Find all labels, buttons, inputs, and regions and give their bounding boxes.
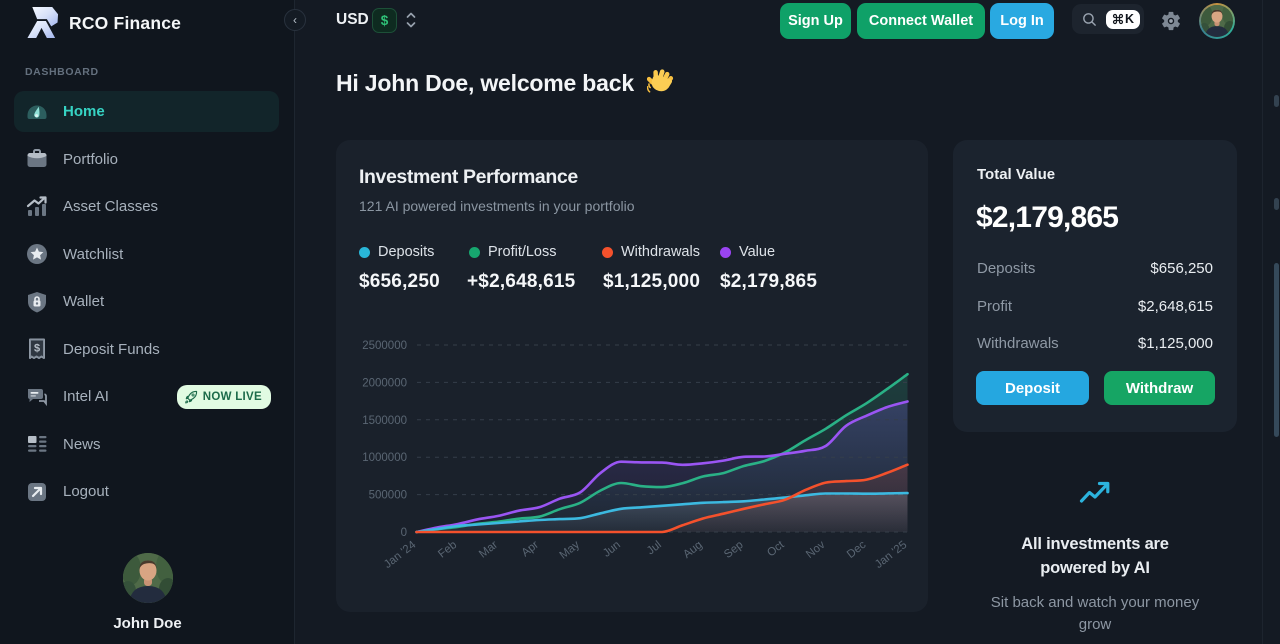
svg-text:Jan '24: Jan '24	[382, 539, 419, 571]
svg-text:Apr: Apr	[520, 539, 542, 560]
svg-text:$: $	[34, 343, 40, 355]
svg-text:0: 0	[401, 527, 407, 539]
svg-text:Nov: Nov	[804, 539, 828, 561]
svg-text:Sep: Sep	[722, 539, 746, 561]
svg-text:Oct: Oct	[765, 538, 787, 559]
svg-text:1000000: 1000000	[362, 452, 407, 464]
svg-text:500000: 500000	[369, 490, 407, 502]
svg-text:Aug: Aug	[681, 539, 705, 561]
svg-text:2000000: 2000000	[362, 377, 407, 389]
svg-text:2500000: 2500000	[362, 340, 407, 352]
svg-text:1500000: 1500000	[362, 415, 407, 427]
svg-text:Mar: Mar	[477, 539, 500, 561]
svg-text:Jan '25: Jan '25	[873, 539, 909, 571]
svg-text:Jul: Jul	[645, 539, 664, 558]
svg-text:Dec: Dec	[845, 539, 869, 561]
svg-text:May: May	[558, 539, 583, 562]
svg-text:Feb: Feb	[436, 539, 459, 561]
svg-text:Jun: Jun	[601, 539, 623, 560]
